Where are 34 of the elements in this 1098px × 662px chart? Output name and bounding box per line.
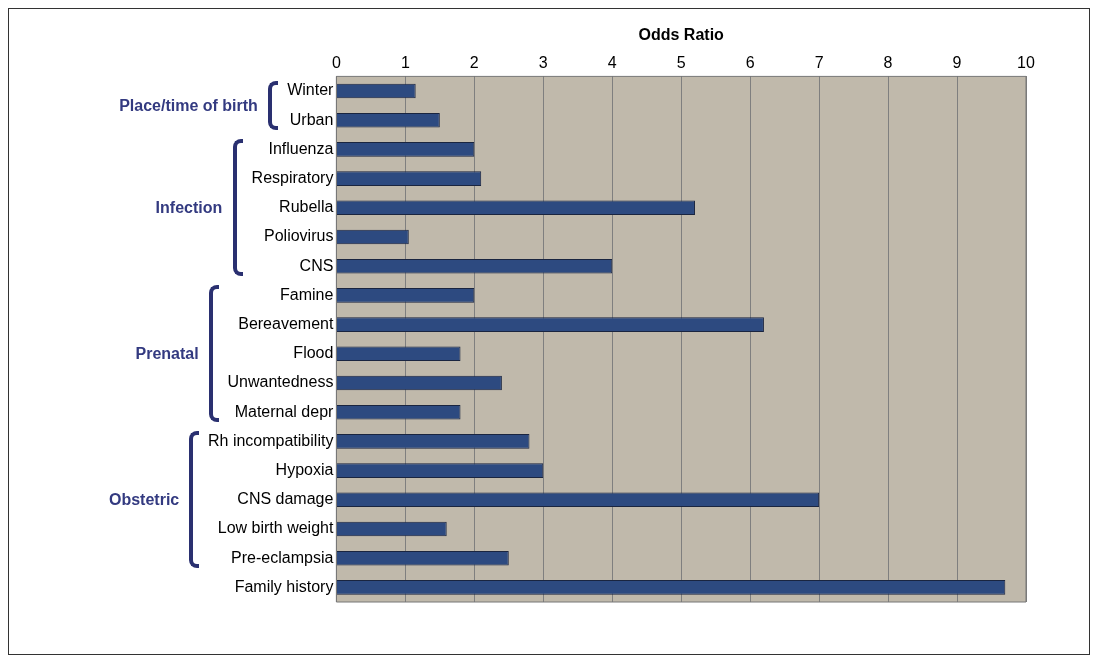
text: Prenatal (135, 344, 199, 363)
chart-title: Odds Ratio (638, 26, 725, 44)
text: Obstetric (109, 490, 180, 509)
y-tick-label: CNS (299, 256, 334, 274)
x-tick-label: 2 (469, 54, 479, 72)
y-tick-label: Maternal depr (234, 402, 335, 420)
y-tick-label: Family history (234, 577, 334, 595)
y-tick-label: Poliovirus (264, 227, 334, 245)
x-tick-label: 9 (952, 54, 962, 72)
y-tick-label: Unwantedness (227, 373, 334, 391)
y-tick-label: Low birth weight (217, 519, 334, 537)
y-tick-label: Winter (287, 81, 335, 99)
y-tick-label: Flood (293, 344, 334, 362)
x-tick-label: 8 (883, 54, 893, 72)
text: Infection (155, 198, 223, 217)
x-tick-label: 1 (400, 54, 410, 72)
x-tick-label: 5 (676, 54, 686, 72)
x-tick-label: 7 (814, 54, 824, 72)
y-tick-label: Rubella (279, 198, 334, 216)
x-tick-label: 10 (1017, 54, 1035, 72)
y-tick-label: Rh incompatibility (207, 431, 334, 449)
x-tick-label: 0 (331, 54, 341, 72)
text: Place/time of birth (119, 96, 258, 115)
y-tick-label: Respiratory (251, 169, 334, 187)
x-tick-label: 4 (607, 54, 617, 72)
y-tick-label: CNS damage (237, 490, 334, 508)
y-tick-label: Famine (280, 285, 334, 303)
y-tick-label: Bereavement (238, 315, 334, 333)
x-tick-label: 3 (538, 54, 548, 72)
y-tick-label: Hypoxia (275, 461, 334, 479)
y-tick-label: Influenza (268, 139, 334, 157)
y-tick-label: Urban (289, 110, 334, 128)
y-tick-label: Pre-eclampsia (231, 548, 334, 566)
x-tick-label: 6 (745, 54, 755, 72)
